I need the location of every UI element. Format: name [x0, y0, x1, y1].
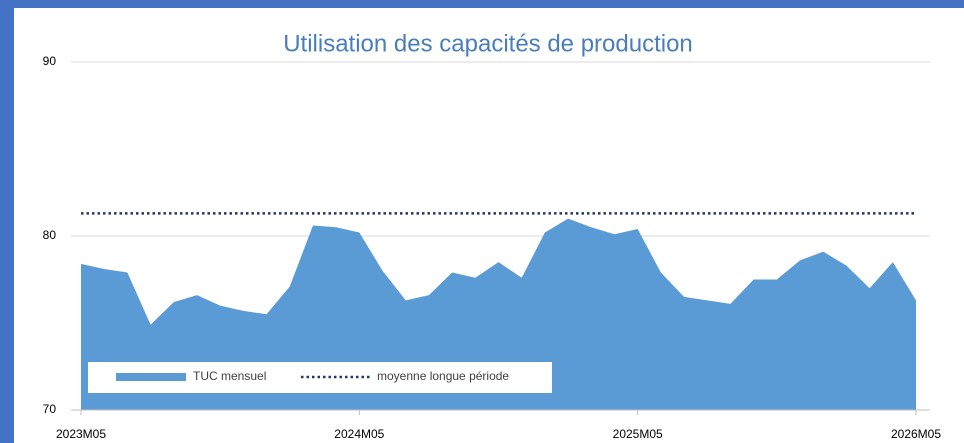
x-tick-label: 2023M05	[56, 427, 106, 441]
x-tick-label: 2024M05	[334, 427, 384, 441]
legend-swatch	[116, 373, 186, 381]
x-tick-label: 2025M05	[613, 427, 663, 441]
y-tick-label: 70	[43, 402, 57, 416]
legend-label: TUC mensuel	[193, 369, 266, 383]
y-tick-label: 90	[43, 54, 57, 68]
x-tick-label: 2026M05	[891, 427, 941, 441]
y-tick-label: 80	[43, 228, 57, 242]
legend-label: moyenne longue période	[377, 369, 509, 383]
chart-title: Utilisation des capacités de production	[283, 30, 693, 57]
